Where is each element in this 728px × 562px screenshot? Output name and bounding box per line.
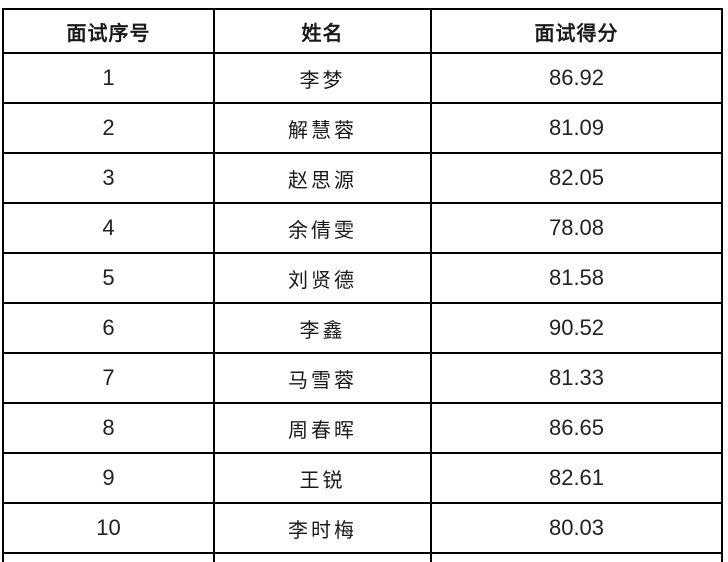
cell-score: 81.33	[430, 352, 723, 404]
cell-no: 6	[2, 302, 215, 354]
cell-name: 李梦	[213, 52, 432, 104]
table-row: 2 解慧蓉 81.09	[2, 102, 723, 154]
table-row: 3 赵思源 82.05	[2, 152, 723, 204]
cell-name: 李时梅	[213, 502, 432, 554]
interview-score-table: 面试序号 姓名 面试得分 1 李梦 86.92 2 解慧蓉 81.09 3 赵思源 82.05 4…	[2, 8, 723, 562]
column-header-name: 姓名	[213, 8, 432, 54]
column-header-interview-number: 面试序号	[2, 8, 215, 54]
cell-name: 余倩雯	[213, 202, 432, 254]
cell-score: 81.58	[430, 252, 723, 304]
cell-no: 8	[2, 402, 215, 454]
table-row: 9 王锐 82.61	[2, 452, 723, 504]
document-page: 面试序号 姓名 面试得分 1 李梦 86.92 2 解慧蓉 81.09 3 赵思源 82.05 4…	[2, 8, 723, 562]
table-row: 4 余倩雯 78.08	[2, 202, 723, 254]
cell-no: 2	[2, 102, 215, 154]
cell-name: 周春晖	[213, 402, 432, 454]
clipped-cell	[2, 552, 215, 562]
clipped-row	[2, 552, 723, 562]
table-row: 10 李时梅 80.03	[2, 502, 723, 554]
cell-name: 刘贤德	[213, 252, 432, 304]
table-row: 1 李梦 86.92	[2, 52, 723, 104]
cell-score: 80.03	[430, 502, 723, 554]
table-row: 5 刘贤德 81.58	[2, 252, 723, 304]
clipped-cell	[213, 552, 432, 562]
cell-score: 78.08	[430, 202, 723, 254]
cell-score: 86.92	[430, 52, 723, 104]
clipped-cell	[430, 552, 723, 562]
cell-score: 82.61	[430, 452, 723, 504]
cell-name: 解慧蓉	[213, 102, 432, 154]
cell-no: 9	[2, 452, 215, 504]
cell-name: 马雪蓉	[213, 352, 432, 404]
column-header-interview-score: 面试得分	[430, 8, 723, 54]
cell-score: 86.65	[430, 402, 723, 454]
cell-name: 李鑫	[213, 302, 432, 354]
cell-no: 10	[2, 502, 215, 554]
table-row: 7 马雪蓉 81.33	[2, 352, 723, 404]
cell-no: 5	[2, 252, 215, 304]
cell-no: 7	[2, 352, 215, 404]
cell-name: 赵思源	[213, 152, 432, 204]
cell-score: 82.05	[430, 152, 723, 204]
cell-no: 4	[2, 202, 215, 254]
cell-score: 90.52	[430, 302, 723, 354]
table-header-row: 面试序号 姓名 面试得分	[2, 8, 723, 54]
cell-score: 81.09	[430, 102, 723, 154]
table-row: 8 周春晖 86.65	[2, 402, 723, 454]
cell-name: 王锐	[213, 452, 432, 504]
table-body: 1 李梦 86.92 2 解慧蓉 81.09 3 赵思源 82.05 4 余倩雯 78.08 5 刘贤德 8…	[2, 52, 723, 562]
table-row: 6 李鑫 90.52	[2, 302, 723, 354]
cell-no: 3	[2, 152, 215, 204]
cell-no: 1	[2, 52, 215, 104]
